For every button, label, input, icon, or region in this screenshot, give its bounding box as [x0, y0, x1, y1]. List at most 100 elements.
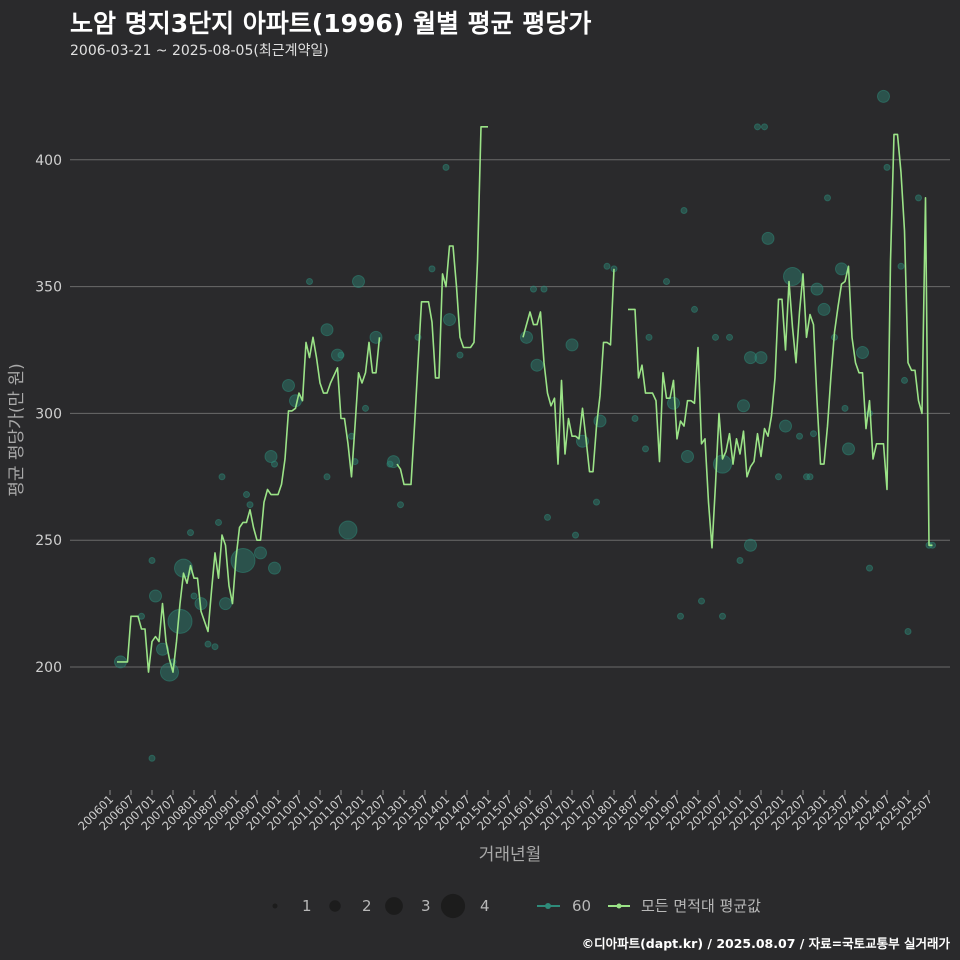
- data-point: [572, 531, 579, 539]
- data-point: [835, 262, 848, 276]
- data-point: [877, 89, 890, 103]
- data-point: [681, 450, 694, 464]
- data-point: [761, 123, 768, 131]
- legend: 1 2 3 4 60 모든 면적대 평균값: [272, 893, 761, 919]
- data-point: [215, 518, 222, 526]
- data-point: [754, 351, 768, 365]
- data-point: [761, 231, 775, 245]
- data-point: [264, 450, 278, 464]
- data-point: [856, 346, 869, 360]
- y-tick-label: 200: [35, 660, 62, 676]
- data-point: [737, 399, 750, 413]
- legend-size-label: 2: [362, 897, 372, 915]
- footer-credit: ©디아파트(dapt.kr) / 2025.08.07 / 자료=국토교통부 실…: [581, 936, 950, 951]
- data-point: [901, 376, 908, 384]
- data-point: [254, 546, 267, 560]
- data-point: [442, 163, 450, 171]
- data-point: [268, 561, 281, 575]
- data-point: [663, 278, 670, 286]
- data-point: [204, 640, 212, 648]
- data-point: [337, 351, 345, 359]
- legend-size-label: 4: [480, 897, 490, 915]
- data-point: [810, 430, 817, 438]
- y-tick-label: 300: [35, 406, 62, 422]
- data-point: [631, 414, 639, 422]
- area-60-points: [114, 89, 936, 762]
- data-point: [691, 305, 698, 313]
- y-tick-label: 250: [35, 533, 62, 549]
- data-point: [783, 266, 802, 286]
- legend-series-average-label: 모든 면적대 평균값: [641, 897, 761, 915]
- data-point: [443, 313, 456, 327]
- data-point: [642, 445, 649, 453]
- data-point: [282, 379, 295, 393]
- data-point: [779, 419, 792, 433]
- average-line-segment: [396, 126, 488, 486]
- data-point: [565, 338, 579, 352]
- legend-size-swatch-1: [272, 903, 278, 909]
- data-point: [530, 358, 544, 372]
- data-point: [744, 351, 757, 365]
- x-axis-title: 거래년월: [479, 845, 542, 865]
- chart-subtitle: 2006-03-21 ~ 2025-08-05(최근계약일): [70, 43, 329, 59]
- y-tick-label: 350: [35, 280, 62, 296]
- data-point: [148, 556, 156, 564]
- data-point: [520, 330, 533, 344]
- data-point: [806, 473, 814, 481]
- data-point: [219, 597, 232, 611]
- data-point: [362, 404, 369, 412]
- data-point: [323, 473, 331, 481]
- legend-size-label: 3: [421, 897, 431, 915]
- data-point: [271, 460, 278, 468]
- y-tick-label: 400: [35, 153, 62, 169]
- data-point: [883, 163, 891, 171]
- data-point: [904, 627, 912, 635]
- legend-series-60-label: 60: [572, 897, 591, 915]
- data-point: [190, 592, 198, 600]
- legend-size-swatch-4: [440, 893, 466, 919]
- data-point: [320, 323, 334, 337]
- data-point: [842, 442, 855, 456]
- data-point: [148, 754, 156, 762]
- data-point: [397, 501, 404, 509]
- data-point: [306, 278, 313, 286]
- data-point: [246, 501, 254, 509]
- legend-size-swatch-3: [385, 897, 403, 915]
- y-axis-title: 평균 평당가(만 원): [7, 363, 27, 497]
- data-point: [736, 556, 744, 564]
- data-point: [841, 404, 849, 412]
- data-point: [897, 262, 905, 270]
- data-point: [796, 432, 803, 440]
- average-line-segment: [117, 336, 381, 673]
- data-point: [817, 302, 831, 316]
- data-point: [775, 473, 782, 481]
- data-point: [369, 330, 383, 344]
- data-point: [824, 194, 831, 202]
- data-point: [160, 662, 179, 682]
- data-point: [719, 612, 726, 620]
- data-point: [680, 207, 688, 215]
- data-point: [645, 333, 653, 341]
- data-point: [712, 333, 719, 341]
- data-point: [754, 123, 761, 131]
- data-point: [677, 612, 684, 620]
- data-point: [187, 529, 194, 537]
- legend-series-average-point: [616, 903, 622, 909]
- average-line-segment: [628, 133, 933, 549]
- data-point: [698, 597, 705, 605]
- data-point: [866, 564, 873, 572]
- legend-size-label: 1: [302, 897, 312, 915]
- data-point: [667, 396, 680, 410]
- data-point: [544, 513, 551, 521]
- x-tick-labels: 2006012006072007012007072008012008072009…: [75, 790, 935, 833]
- data-point: [352, 275, 365, 289]
- average-line: [117, 126, 933, 673]
- data-point: [530, 285, 537, 293]
- data-point: [218, 473, 226, 481]
- legend-series-60-point: [545, 903, 551, 909]
- data-point: [540, 285, 548, 293]
- data-point: [744, 538, 757, 552]
- data-point: [593, 498, 600, 506]
- data-point: [810, 282, 824, 296]
